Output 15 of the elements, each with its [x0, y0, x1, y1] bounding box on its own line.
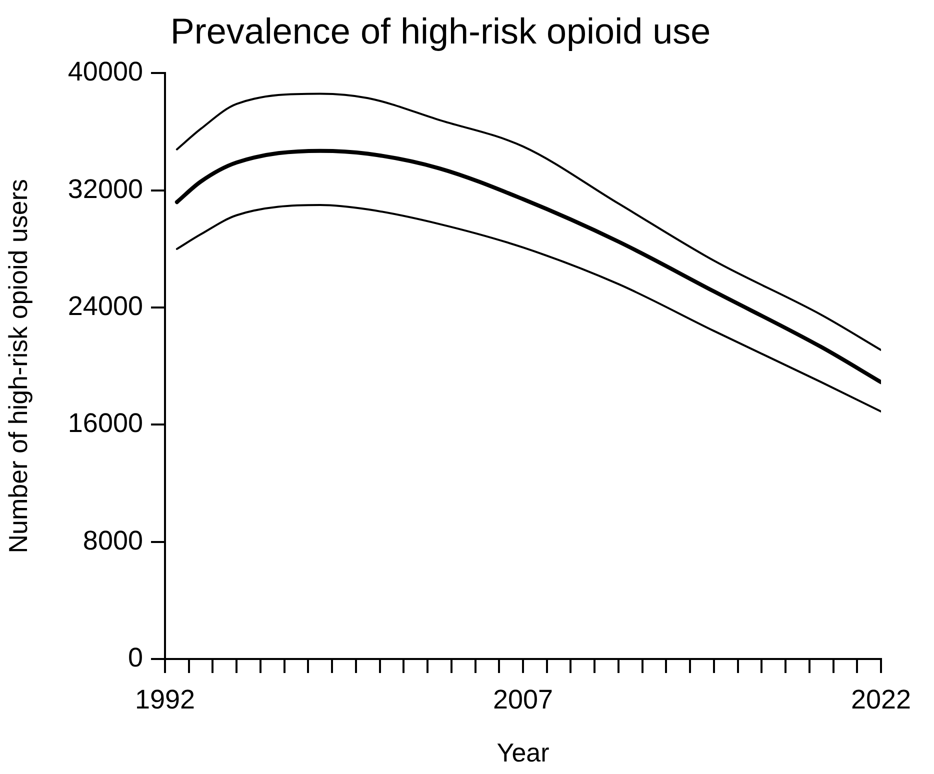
- chart-title: Prevalence of high-risk opioid use: [170, 10, 711, 52]
- y-tick-label: 8000: [82, 525, 143, 556]
- x-tick-label: 1992: [134, 684, 196, 715]
- y-axis-title: Number of high-risk opioid users: [2, 178, 33, 554]
- line-series: [174, 148, 881, 384]
- y-tick-label: 0: [128, 642, 143, 672]
- y-tick-label: 16000: [68, 408, 143, 438]
- x-axis-title: Year: [496, 738, 550, 768]
- line-series: [176, 92, 881, 351]
- y-tick-label: 32000: [68, 174, 143, 204]
- y-tick-label: 40000: [68, 56, 143, 87]
- y-tick-label: 24000: [68, 290, 143, 321]
- x-tick-label: 2022: [850, 684, 912, 715]
- line-series: [176, 204, 881, 412]
- x-tick-label: 2007: [492, 684, 554, 715]
